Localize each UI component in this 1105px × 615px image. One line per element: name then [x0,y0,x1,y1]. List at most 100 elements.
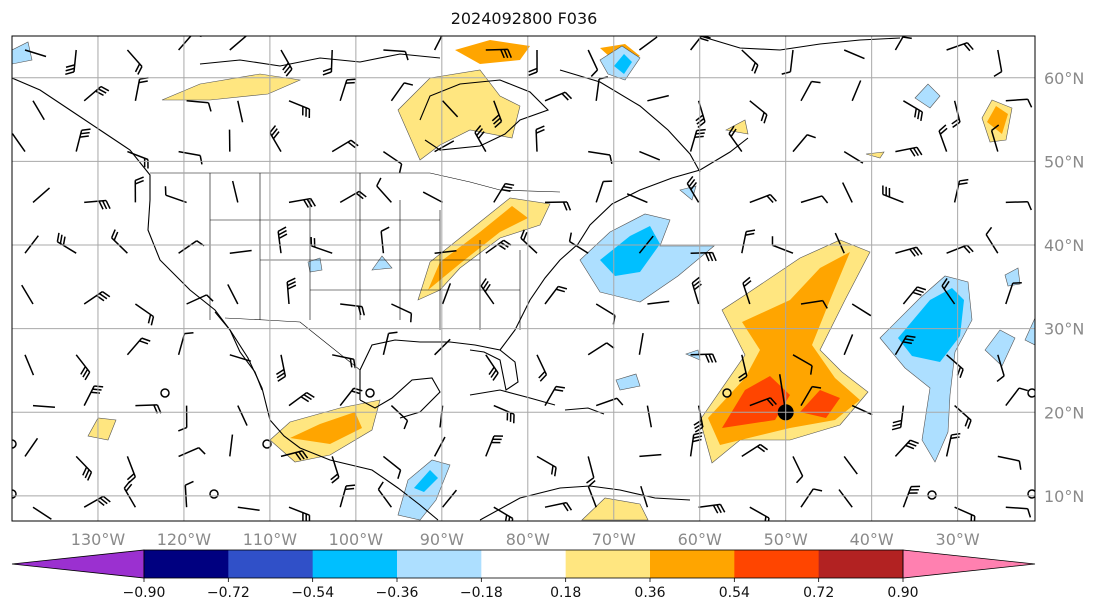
wind-barb [536,354,548,382]
wind-barb [851,303,872,317]
barb-staff [229,249,252,254]
barb-feather [303,394,312,401]
wind-barb [741,229,756,254]
wind-barb [587,49,599,77]
positive-anomaly-region [455,40,530,64]
barb-feather [952,121,961,128]
barb-feather [795,475,804,484]
barb-staff [1005,200,1028,204]
barb-feather [914,108,918,118]
barb-feather [207,102,212,112]
positive-anomaly-region [581,497,649,521]
barb-feather [1018,460,1022,470]
wind-barb [686,175,700,203]
barb-feather [941,278,948,287]
barb-feather [1018,387,1028,392]
colorbar-tick-labels: −0.90 −0.72 −0.54 −0.36 −0.18 0.18 0.36 0.54 0.7… [123,578,919,601]
wind-barb [990,124,1000,152]
wind-barb [800,488,823,508]
barb-feather [959,178,969,182]
barb-feather [100,85,110,92]
barb-staff [800,81,813,102]
wind-barb [376,177,392,203]
barb-feather [691,276,700,284]
wind-barb [838,489,853,508]
barb-feather [704,252,710,262]
colorbar-tick-label: 0.54 [719,585,750,601]
barb-staff [997,455,1020,462]
wind-barb [330,456,340,484]
wind-barb [640,485,649,508]
wind-barb [286,277,297,305]
wind-barb [902,485,921,508]
barb-feather [730,128,737,137]
barb-staff [123,487,137,508]
wind-barb [997,455,1022,470]
calm-circle [12,489,17,499]
calm-circle [1027,388,1035,398]
labrador-coast [559,69,701,173]
colorbar-tick-label: 0.18 [550,585,581,601]
negative-anomaly-region [307,257,323,273]
barb-feather [301,450,309,459]
wind-barb [843,455,858,475]
barb-feather [738,372,747,379]
barb-feather [306,198,313,208]
barb-feather [277,375,286,382]
barb-staff [749,100,768,116]
barb-feather [891,426,901,431]
barb-feather [963,245,971,254]
barb-feather [99,293,108,300]
negative-anomaly-region [371,255,393,271]
barb-staff [741,49,759,66]
barb-staff [84,199,107,204]
colorbar-tick-label: −0.72 [207,585,250,601]
barb-feather [909,148,916,157]
barb-staff [237,506,260,511]
wind-barb [520,229,538,254]
barb-feather [746,229,756,233]
barb-feather [520,229,525,239]
barb-staff [1005,282,1014,305]
barb-feather [101,291,111,298]
barb-feather [125,483,133,492]
barb-staff [311,245,333,254]
barb-staff [229,36,248,51]
barb-feather [150,316,155,326]
wind-barb [749,100,768,124]
barb-feather [917,110,921,120]
wind-barb [800,299,828,309]
barb-feather [967,419,972,429]
barb-staff [24,354,35,376]
colorbar-extend-max [902,549,1036,579]
barb-staff [851,404,873,416]
barb-staff [851,303,872,317]
barb-staff [640,485,649,508]
barb-feather [743,280,752,288]
barb-staff [903,100,923,113]
wind-barb [646,405,653,428]
barb-feather [79,135,89,138]
wind-barb [493,182,515,203]
barb-staff [485,239,505,254]
wind-barb [332,354,356,369]
calm-circle [209,489,219,499]
barb-staff [442,489,458,508]
barb-feather [480,278,487,287]
barb-staff [646,405,653,428]
barb-staff [1005,98,1028,102]
wind-barb [24,235,39,254]
barb-staff [792,134,808,153]
wind-barb [535,125,545,152]
barb-feather [278,229,287,236]
positive-anomaly-region [290,412,362,444]
north-america-west-coast [12,77,439,521]
barb-staff [280,354,287,377]
barb-feather [991,124,1000,132]
colorbar-bin [228,550,314,578]
barb-staff [997,49,1003,72]
barb-feather [345,487,355,491]
longitude-tick-label: 100°W [329,530,384,549]
wind-barb [903,100,924,122]
wind-barb [586,456,595,484]
